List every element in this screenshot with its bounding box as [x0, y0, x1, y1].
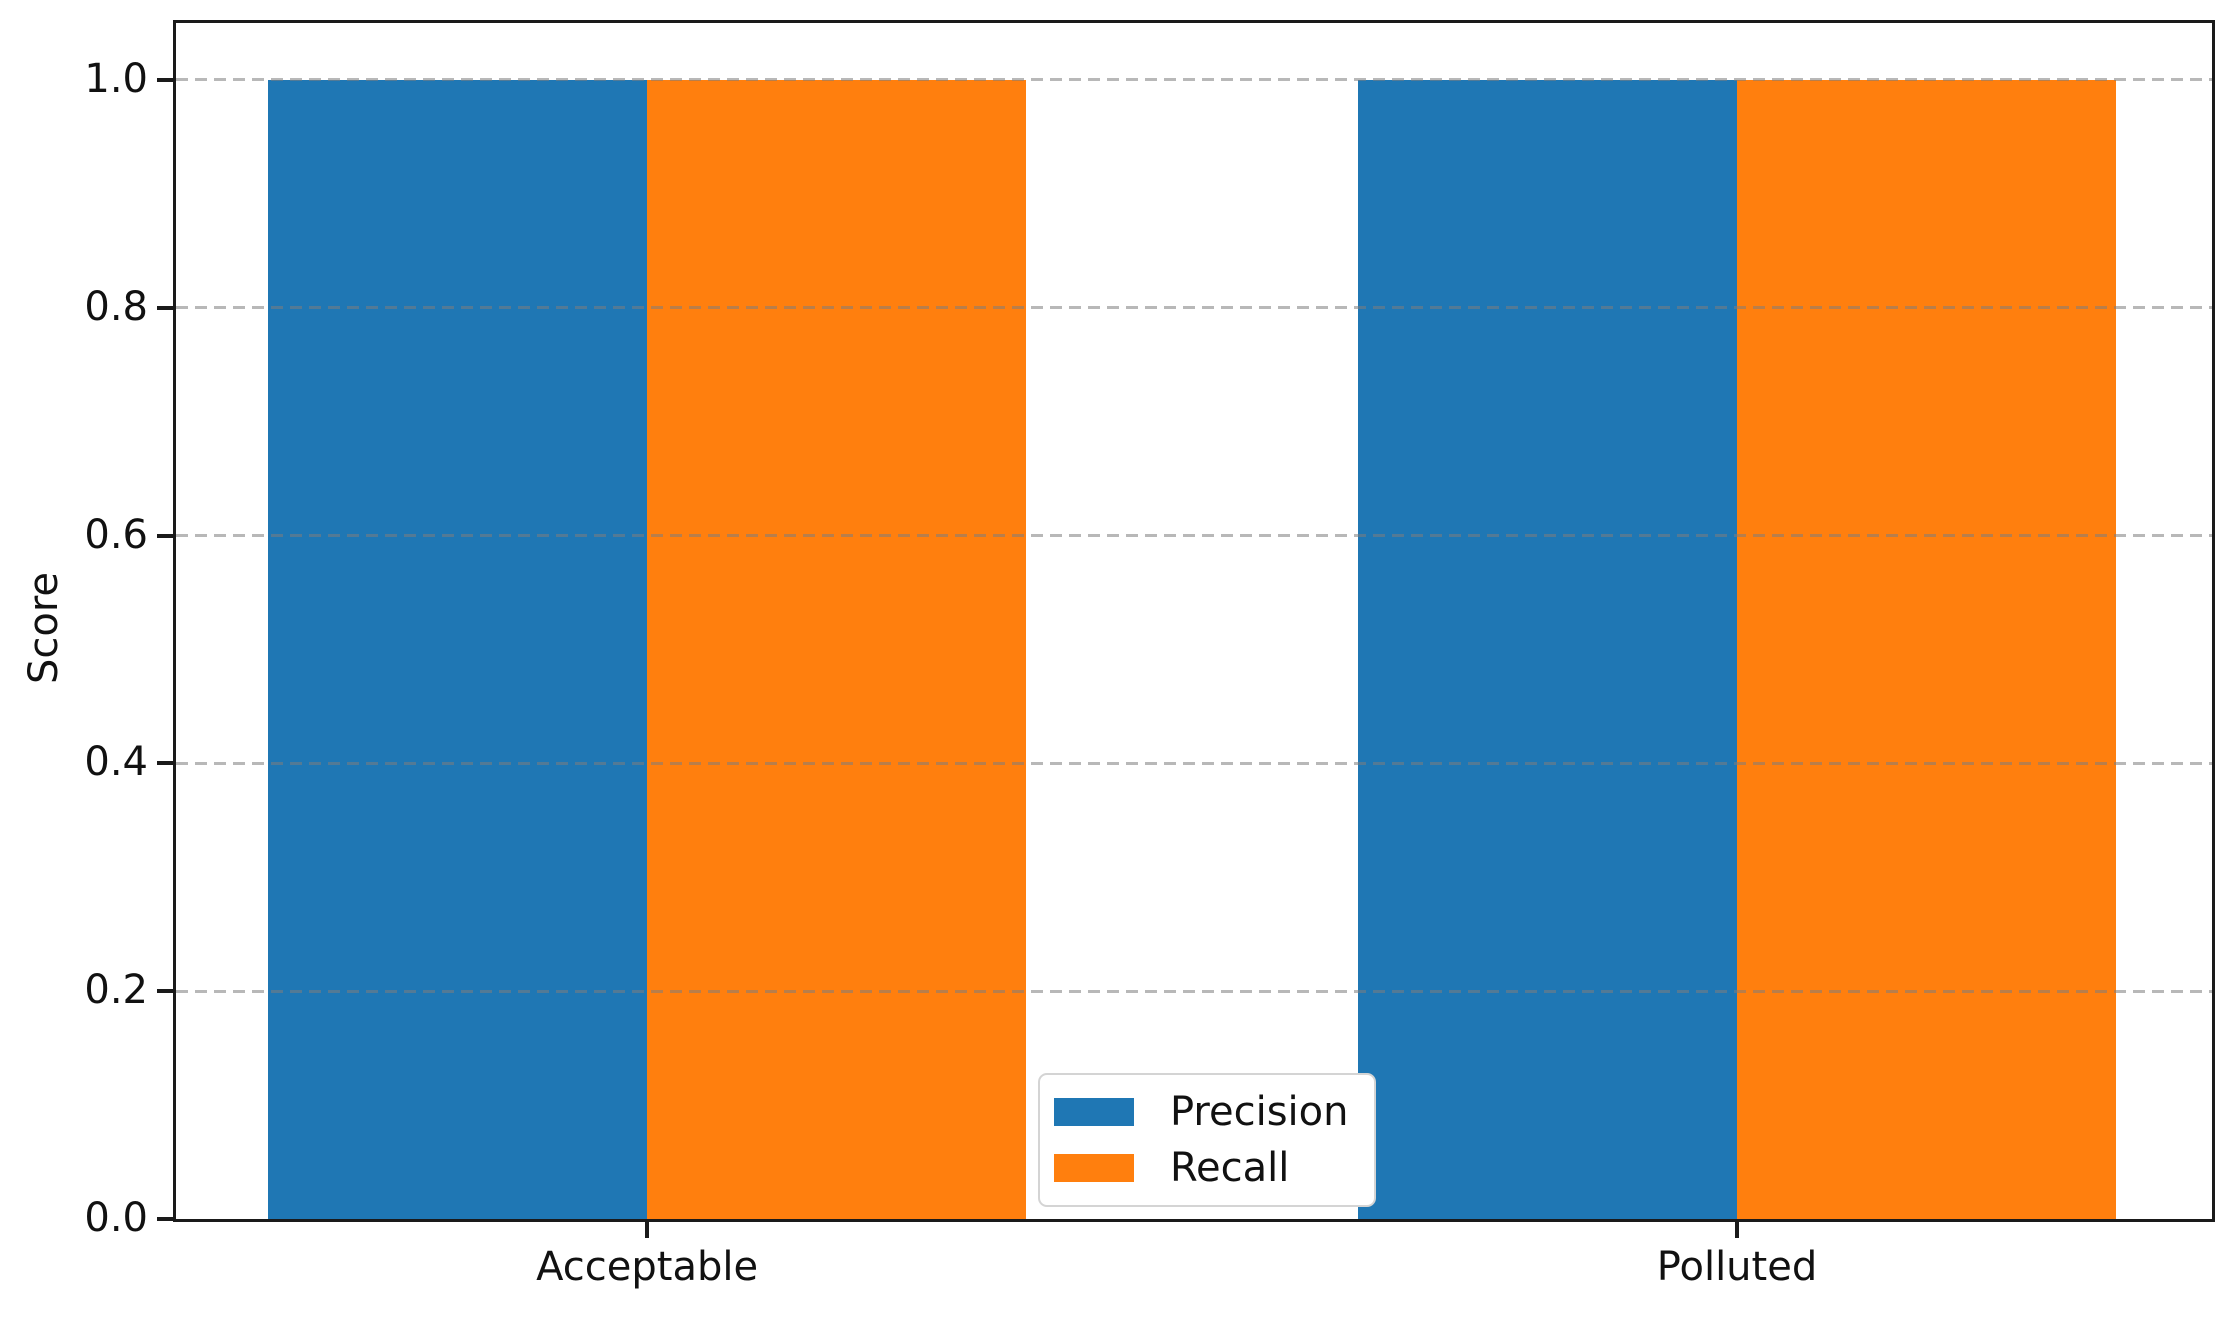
y-tick-label-0.8: 0.8 [84, 283, 148, 330]
gridline-0.6 [176, 534, 2212, 538]
y-tick-label-0.2: 0.2 [84, 967, 148, 1014]
recall-legend-label: Recall [1170, 1145, 1290, 1191]
legend-entry-precision: Precision [1054, 1091, 1348, 1133]
y-tick-mark-0.8 [157, 305, 173, 310]
gridline-0.8 [176, 306, 2212, 310]
y-tick-label-0.6: 0.6 [84, 511, 148, 558]
legend: Precision Recall [1038, 1073, 1377, 1207]
plot-area: Precision Recall [173, 20, 2215, 1222]
x-category-label-polluted: Polluted [1656, 1244, 1818, 1290]
y-tick-mark-0.2 [157, 989, 173, 994]
bar-recall-acceptable [647, 79, 1027, 1219]
y-axis-title: Score [21, 571, 67, 685]
x-category-label-acceptable: Acceptable [536, 1244, 759, 1290]
y-tick-mark-0.4 [157, 761, 173, 766]
gridlines-layer [176, 23, 2212, 1219]
y-tick-label-0.4: 0.4 [84, 739, 148, 786]
y-tick-label-1: 1.0 [84, 55, 148, 102]
y-tick-mark-1 [157, 77, 173, 82]
gridline-0.4 [176, 761, 2212, 765]
precision-legend-label: Precision [1170, 1089, 1349, 1135]
legend-entry-recall: Recall [1054, 1147, 1348, 1189]
x-tick-mark-polluted [1735, 1222, 1739, 1238]
bars-layer [176, 23, 2212, 1219]
gridline-1 [176, 78, 2212, 82]
bar-precision-polluted [1357, 79, 1737, 1219]
y-tick-mark-0 [157, 1217, 173, 1221]
precision-color-swatch [1054, 1098, 1134, 1126]
y-tick-label-0: 0.0 [84, 1195, 148, 1241]
y-tick-mark-0.6 [157, 533, 173, 538]
x-tick-mark-acceptable [645, 1222, 650, 1238]
recall-color-swatch [1054, 1154, 1134, 1182]
bar-precision-acceptable [268, 79, 648, 1219]
gridline-0.2 [176, 989, 2212, 993]
bar-recall-polluted [1737, 79, 2117, 1219]
